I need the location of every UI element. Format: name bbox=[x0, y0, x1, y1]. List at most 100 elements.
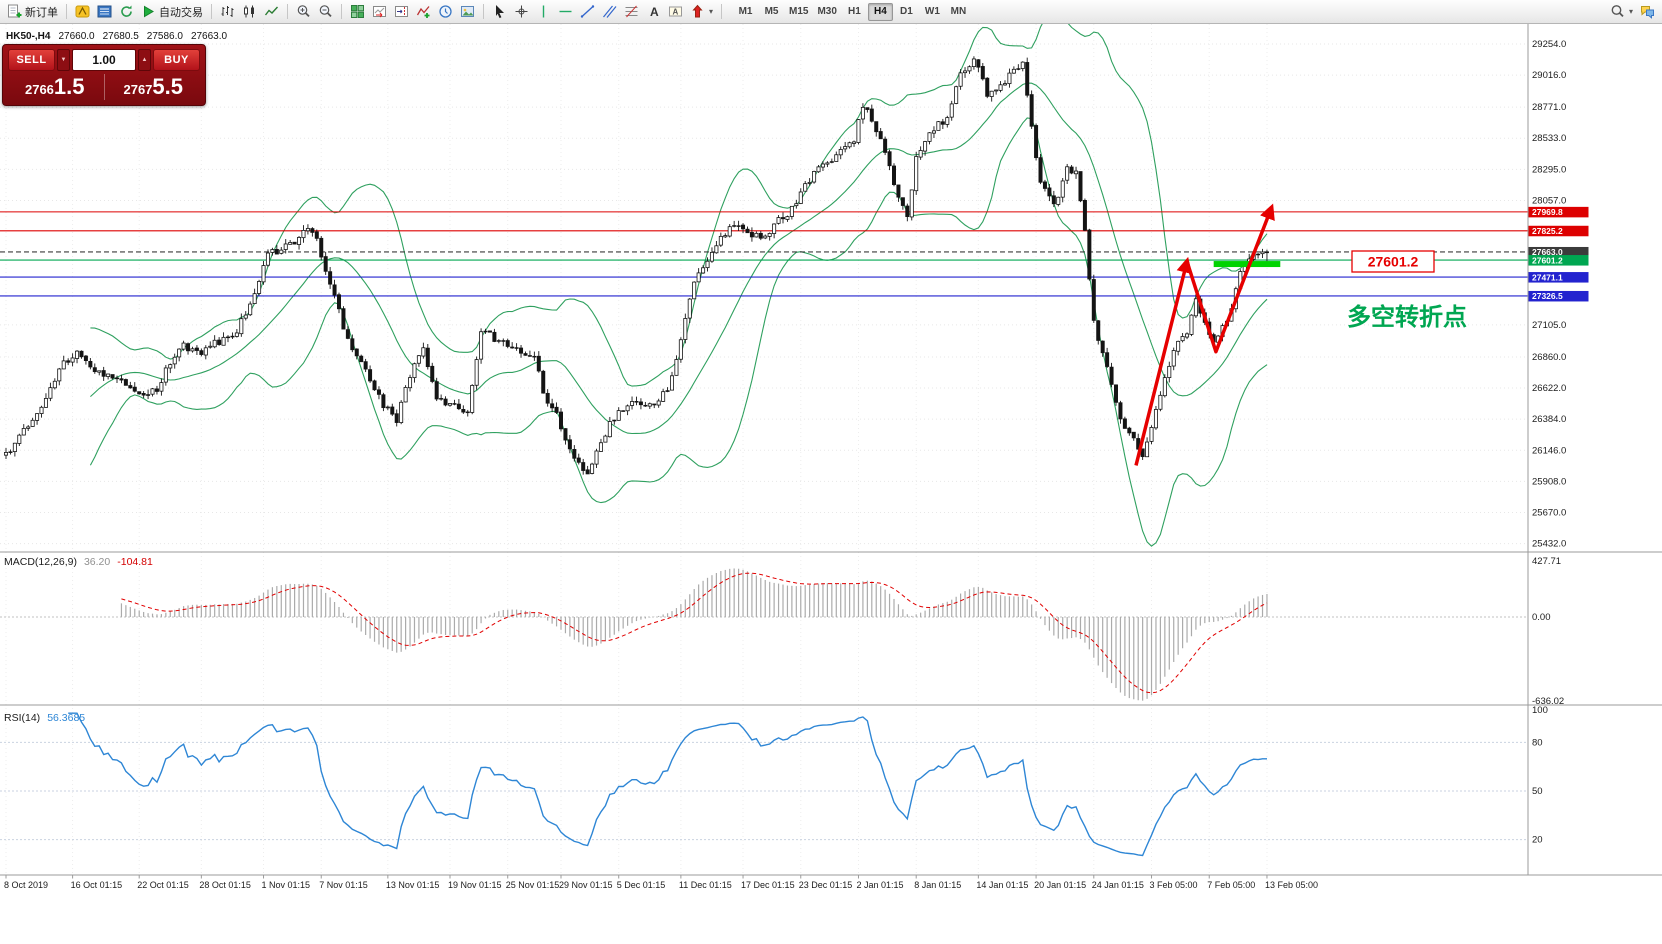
indicators-add-button[interactable] bbox=[413, 2, 434, 22]
dropdown-arrow-icon: ▾ bbox=[709, 7, 714, 16]
volume-down-button[interactable]: ▼ bbox=[57, 49, 70, 71]
bar-chart-icon bbox=[221, 6, 234, 17]
svg-text:A: A bbox=[673, 8, 679, 17]
svg-text:23 Dec 01:15: 23 Dec 01:15 bbox=[799, 880, 853, 890]
support-zone-bar[interactable] bbox=[1213, 261, 1281, 268]
horizontal-line-tool-button[interactable] bbox=[555, 2, 576, 22]
level-callout-box[interactable] bbox=[1351, 250, 1435, 273]
buy-price: 2767 5.5 bbox=[123, 74, 183, 99]
candlestick-chart-button[interactable] bbox=[239, 2, 260, 22]
timeframe-m30[interactable]: M30 bbox=[817, 6, 837, 17]
svg-text:19 Nov 01:15: 19 Nov 01:15 bbox=[448, 880, 502, 890]
channel-tool-button[interactable] bbox=[599, 2, 620, 22]
svg-text:29254.0: 29254.0 bbox=[1532, 39, 1566, 50]
dropdown-arrow-icon: ▾ bbox=[1628, 7, 1633, 16]
zoom-out-icon bbox=[319, 5, 332, 18]
line-chart-button[interactable] bbox=[261, 2, 282, 22]
text-label-tool-button[interactable]: A bbox=[665, 2, 686, 22]
horizontal-level-lines[interactable] bbox=[0, 211, 1528, 297]
cursor-icon bbox=[496, 5, 504, 19]
price-tag-27326.5 bbox=[1528, 290, 1589, 302]
chart-shift-button[interactable] bbox=[391, 2, 412, 22]
auto-scroll-icon bbox=[373, 6, 386, 18]
periods-button[interactable] bbox=[435, 2, 456, 22]
svg-text:50: 50 bbox=[1532, 786, 1543, 797]
sell-button[interactable]: SELL bbox=[8, 49, 55, 71]
tile-windows-button[interactable] bbox=[347, 2, 368, 22]
data-window-button[interactable] bbox=[94, 2, 115, 22]
price-tag-label: 27601.2 bbox=[1532, 255, 1563, 265]
price-tag-27969.8 bbox=[1528, 206, 1589, 218]
trade-panel-controls: SELL ▼ ▲ BUY bbox=[8, 49, 200, 71]
text-label-icon: A bbox=[669, 6, 682, 17]
zoom-out-button[interactable] bbox=[315, 2, 336, 22]
svg-text:25670.0: 25670.0 bbox=[1532, 507, 1566, 518]
timeframe-m15[interactable]: M15 bbox=[789, 6, 809, 17]
svg-text:20: 20 bbox=[1532, 835, 1543, 846]
ohlc-close: 27663.0 bbox=[190, 31, 228, 42]
price-tag-label: 27471.1 bbox=[1532, 272, 1563, 282]
timeframe-h4[interactable]: H4 bbox=[867, 2, 893, 21]
price-tag-label: 27969.8 bbox=[1532, 207, 1563, 217]
text-tool-button[interactable]: A bbox=[643, 2, 664, 22]
svg-text:80: 80 bbox=[1532, 737, 1543, 748]
svg-text:25432.0: 25432.0 bbox=[1532, 539, 1566, 550]
timeframe-m1[interactable]: M1 bbox=[738, 6, 753, 17]
price-tag-27825.2 bbox=[1528, 225, 1589, 237]
svg-text:A: A bbox=[650, 5, 659, 19]
chart-canvas[interactable]: MACD(12,26,9) 36.20 -104.81 RSI(14) 56.3685 2… bbox=[0, 24, 1662, 944]
timeframe-h1[interactable]: H1 bbox=[848, 6, 861, 17]
sell-price: 2766 1.5 bbox=[24, 74, 85, 99]
search-button[interactable]: ▾ bbox=[1607, 2, 1636, 22]
volume-input[interactable] bbox=[72, 49, 136, 71]
svg-text:5 Dec 01:15: 5 Dec 01:15 bbox=[617, 880, 666, 890]
buy-button[interactable]: BUY bbox=[153, 49, 200, 71]
text-icon: A bbox=[650, 5, 659, 19]
svg-text:28771.0: 28771.0 bbox=[1532, 102, 1566, 113]
bar-chart-button[interactable] bbox=[217, 2, 238, 22]
zigzag-arrow-up-1[interactable] bbox=[1134, 256, 1192, 466]
zoom-in-button[interactable] bbox=[293, 2, 314, 22]
vertical-line-tool-button[interactable] bbox=[533, 2, 554, 22]
template-button[interactable] bbox=[457, 2, 478, 22]
svg-text:7 Nov 01:15: 7 Nov 01:15 bbox=[319, 880, 368, 890]
svg-text:26384.0: 26384.0 bbox=[1532, 414, 1566, 425]
trendline-tool-button[interactable] bbox=[577, 2, 598, 22]
zoom-in-icon bbox=[297, 5, 310, 18]
svg-text:29 Nov 01:15: 29 Nov 01:15 bbox=[559, 880, 613, 890]
candles-layer bbox=[4, 56, 1269, 475]
ohlc-low: 27586.0 bbox=[146, 31, 183, 42]
volume-up-button[interactable]: ▲ bbox=[138, 49, 151, 71]
annotations-layer[interactable]: 27601.2 多空转折点 bbox=[1134, 203, 1467, 466]
timeframe-w1[interactable]: W1 bbox=[924, 6, 940, 17]
price-tag-27601.2 bbox=[1528, 255, 1589, 266]
fibonacci-icon bbox=[625, 5, 638, 18]
svg-text:17 Dec 01:15: 17 Dec 01:15 bbox=[741, 880, 795, 890]
timeframe-mn[interactable]: MN bbox=[950, 6, 967, 17]
svg-text:25908.0: 25908.0 bbox=[1532, 476, 1566, 487]
timeframe-m5[interactable]: M5 bbox=[764, 6, 779, 17]
symbol-name: HK50-,H4 bbox=[6, 31, 51, 42]
auto-trading-button[interactable]: 自动交易 bbox=[138, 2, 206, 22]
note-text: 多空转折点 bbox=[1347, 303, 1467, 331]
metaeditor-button[interactable] bbox=[72, 2, 93, 22]
zigzag-arrow-up-2[interactable] bbox=[1185, 203, 1275, 354]
channel-icon bbox=[603, 5, 617, 18]
chat-button[interactable] bbox=[1637, 2, 1658, 22]
chat-icon bbox=[1641, 6, 1654, 19]
metaeditor-icon bbox=[75, 5, 90, 18]
auto-scroll-button[interactable] bbox=[369, 2, 390, 22]
svg-text:22 Oct 01:15: 22 Oct 01:15 bbox=[137, 880, 189, 890]
fibonacci-tool-button[interactable] bbox=[621, 2, 642, 22]
new-order-button[interactable]: 新订单 bbox=[4, 2, 61, 22]
timeframe-d1[interactable]: D1 bbox=[900, 6, 913, 17]
refresh-button[interactable] bbox=[116, 2, 137, 22]
cursor-tool-button[interactable] bbox=[489, 2, 510, 22]
toolbar-separator bbox=[66, 4, 67, 19]
horizontal-line-icon bbox=[559, 10, 572, 13]
svg-text:11 Dec 01:15: 11 Dec 01:15 bbox=[679, 880, 732, 890]
crosshair-tool-button[interactable] bbox=[511, 2, 532, 22]
svg-text:24 Jan 01:15: 24 Jan 01:15 bbox=[1092, 880, 1144, 890]
arrows-tool-button[interactable]: ▾ bbox=[687, 2, 716, 22]
